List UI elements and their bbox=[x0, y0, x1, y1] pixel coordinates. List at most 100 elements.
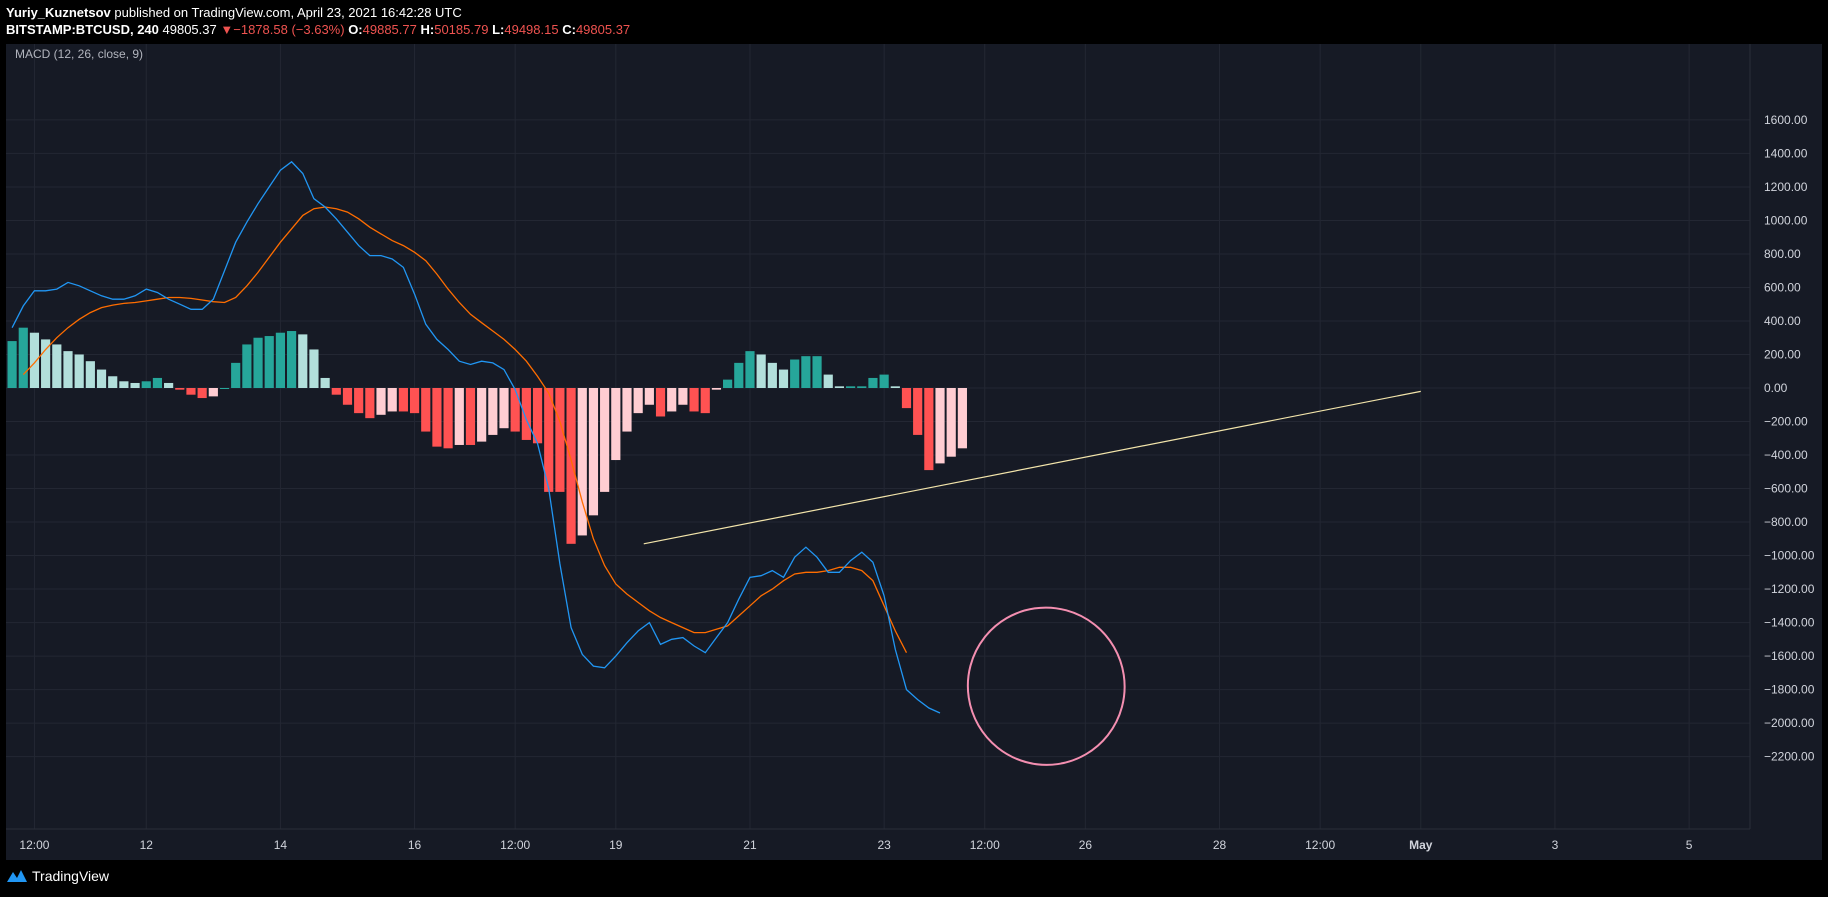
symbol-line: BITSTAMP:BTCUSD, 240 49805.37 ▼−1878.58 … bbox=[6, 22, 630, 37]
histogram-bar bbox=[18, 327, 28, 388]
tradingview-logo[interactable]: TradingView bbox=[6, 868, 109, 884]
histogram-bar bbox=[164, 382, 174, 388]
x-tick-label: 12:00 bbox=[19, 838, 49, 852]
histogram-bar bbox=[499, 388, 509, 429]
chart-header: Yuriy_Kuznetsov published on TradingView… bbox=[0, 0, 1828, 44]
histogram-bar bbox=[745, 351, 755, 388]
histogram-bar bbox=[398, 388, 408, 412]
histogram-bar bbox=[689, 388, 699, 412]
y-tick-label: 600.00 bbox=[1764, 280, 1801, 294]
histogram-bar bbox=[734, 362, 744, 388]
histogram-bar bbox=[298, 334, 308, 388]
histogram-bar bbox=[443, 388, 453, 449]
histogram-bar bbox=[857, 386, 867, 388]
x-tick-label: 12:00 bbox=[1305, 838, 1335, 852]
chart-background bbox=[6, 44, 1822, 860]
x-tick-label: 12:00 bbox=[500, 838, 530, 852]
histogram-bar bbox=[52, 344, 62, 388]
close-label: C: bbox=[562, 22, 576, 37]
histogram-bar bbox=[96, 369, 107, 388]
histogram-bar bbox=[108, 376, 118, 388]
histogram-bar bbox=[834, 386, 844, 388]
histogram-bar bbox=[331, 388, 341, 395]
histogram-bar bbox=[432, 388, 442, 447]
histogram-bar bbox=[913, 388, 923, 435]
grid-lines bbox=[6, 44, 1750, 829]
histogram-bar bbox=[130, 382, 140, 388]
ellipse-drawing[interactable] bbox=[939, 579, 1153, 794]
histogram-bar bbox=[644, 388, 654, 405]
histogram-bar bbox=[264, 336, 274, 388]
histogram-bar bbox=[63, 351, 73, 388]
signal-line bbox=[22, 206, 908, 653]
histogram-bar bbox=[600, 388, 610, 492]
histogram-bar bbox=[387, 388, 397, 412]
price-axis[interactable]: 1600.00 1400.00 1200.00 1000.00 800.00 600.00… bbox=[1751, 44, 1822, 829]
time-axis[interactable]: 12:00 12 14 16 12:00 19 21 23 12:00 26 28 12:00 May 3… bbox=[6, 830, 1750, 860]
macd-chart[interactable]: 1600.00 1400.00 1200.00 1000.00 800.00 600.00… bbox=[6, 44, 1822, 860]
y-tick-label: 200.00 bbox=[1764, 347, 1801, 361]
trendline-drawing[interactable] bbox=[643, 390, 1421, 545]
y-tick-label: −400.00 bbox=[1764, 448, 1808, 462]
chart-container[interactable]: 1600.00 1400.00 1200.00 1000.00 800.00 600.00… bbox=[6, 44, 1822, 860]
x-tick-label: 23 bbox=[877, 838, 891, 852]
price-axis-bg bbox=[1751, 44, 1822, 829]
y-tick-label: −1200.00 bbox=[1764, 582, 1815, 596]
histogram-bar bbox=[354, 388, 364, 414]
histogram-bar bbox=[633, 388, 643, 414]
histogram-bar bbox=[711, 388, 722, 390]
publish-line: Yuriy_Kuznetsov published on TradingView… bbox=[6, 5, 462, 20]
histogram-bar bbox=[823, 374, 833, 388]
histogram-bar bbox=[890, 386, 900, 388]
y-tick-label: −1800.00 bbox=[1764, 683, 1815, 697]
close-value: 49805.37 bbox=[575, 22, 631, 37]
histogram-bar bbox=[667, 388, 677, 412]
histogram-bar bbox=[7, 341, 17, 388]
y-tick-label: 0.00 bbox=[1764, 381, 1788, 395]
histogram-bar bbox=[566, 388, 576, 544]
histogram-bar bbox=[152, 377, 163, 388]
histogram-bar bbox=[812, 356, 822, 388]
histogram-bar bbox=[532, 388, 543, 444]
histogram-bar bbox=[778, 369, 789, 388]
histogram-bar bbox=[186, 388, 196, 395]
x-tick-label: May bbox=[1409, 838, 1433, 852]
y-tick-label: 400.00 bbox=[1764, 314, 1801, 328]
x-tick-label: 19 bbox=[609, 838, 623, 852]
x-tick-label: 16 bbox=[408, 838, 422, 852]
open-value: 49885.77 bbox=[362, 22, 417, 37]
histogram-bar bbox=[454, 388, 464, 445]
triangle-down-icon: ▼ bbox=[220, 22, 234, 37]
y-tick-label: −200.00 bbox=[1764, 415, 1808, 429]
indicator-title[interactable]: MACD (12, 26, close, 9) bbox=[15, 47, 143, 61]
macd-line bbox=[11, 160, 941, 714]
low-label: L: bbox=[492, 22, 505, 37]
histogram-bar bbox=[231, 362, 241, 388]
histogram-bar bbox=[219, 388, 230, 389]
histogram-bar bbox=[119, 381, 129, 388]
histogram-bar bbox=[611, 388, 621, 461]
histogram-bar bbox=[901, 388, 912, 409]
published-text: published on TradingView.com, April 23, … bbox=[114, 5, 462, 20]
histogram-bar bbox=[253, 337, 263, 388]
x-tick-label: 12:00 bbox=[970, 838, 1000, 852]
histogram-bar bbox=[924, 388, 934, 471]
histogram-bar bbox=[175, 388, 185, 390]
high-value: 50185.79 bbox=[434, 22, 489, 37]
histogram-bar bbox=[700, 388, 710, 414]
x-tick-label: 5 bbox=[1686, 838, 1693, 852]
y-tick-label: −1400.00 bbox=[1764, 616, 1815, 630]
histogram-bar bbox=[521, 388, 531, 440]
histogram-bar bbox=[197, 388, 207, 399]
price-change: −1878.58 (−3.63%) bbox=[233, 22, 345, 37]
histogram-bar bbox=[622, 388, 632, 432]
macd-histogram bbox=[7, 327, 967, 544]
histogram-bar bbox=[141, 381, 151, 388]
histogram-bar bbox=[465, 388, 476, 445]
author-name[interactable]: Yuriy_Kuznetsov bbox=[6, 5, 111, 20]
histogram-bar bbox=[510, 388, 520, 432]
histogram-bar bbox=[846, 386, 856, 388]
y-tick-label: −1000.00 bbox=[1764, 549, 1815, 563]
histogram-bar bbox=[678, 388, 688, 405]
histogram-bar bbox=[544, 388, 554, 492]
